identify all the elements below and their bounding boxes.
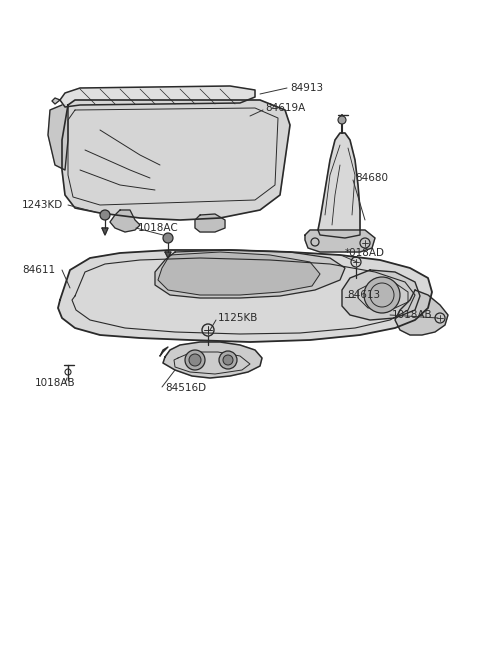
Text: 84913: 84913: [290, 83, 323, 93]
Text: 1018AB: 1018AB: [35, 378, 76, 388]
Circle shape: [219, 351, 237, 369]
Text: 1125KB: 1125KB: [218, 313, 258, 323]
Circle shape: [364, 277, 400, 313]
Polygon shape: [110, 210, 140, 232]
Text: *018AD: *018AD: [345, 248, 385, 258]
Text: 1018AC: 1018AC: [138, 223, 179, 233]
Circle shape: [100, 210, 110, 220]
Polygon shape: [342, 270, 420, 320]
Circle shape: [185, 350, 205, 370]
Polygon shape: [48, 105, 68, 170]
Polygon shape: [58, 250, 432, 342]
Text: 84516D: 84516D: [165, 383, 206, 393]
Text: 84680: 84680: [355, 173, 388, 183]
Polygon shape: [102, 228, 108, 235]
Text: 84611: 84611: [22, 265, 55, 275]
Text: 84619A: 84619A: [265, 103, 305, 113]
Polygon shape: [395, 290, 448, 335]
Polygon shape: [62, 100, 290, 220]
Text: 1243KD: 1243KD: [22, 200, 63, 210]
Polygon shape: [165, 252, 171, 258]
Circle shape: [223, 355, 233, 365]
Polygon shape: [158, 252, 320, 295]
Polygon shape: [52, 98, 60, 104]
Polygon shape: [163, 342, 262, 378]
Circle shape: [163, 233, 173, 243]
Polygon shape: [60, 86, 255, 107]
Circle shape: [338, 116, 346, 124]
Circle shape: [189, 354, 201, 366]
Polygon shape: [195, 214, 225, 232]
Polygon shape: [160, 347, 168, 356]
Text: 1018AB: 1018AB: [392, 310, 432, 320]
Text: 84613: 84613: [347, 290, 380, 300]
Polygon shape: [155, 250, 345, 298]
Polygon shape: [305, 230, 375, 252]
Polygon shape: [318, 230, 360, 238]
Polygon shape: [318, 133, 360, 230]
